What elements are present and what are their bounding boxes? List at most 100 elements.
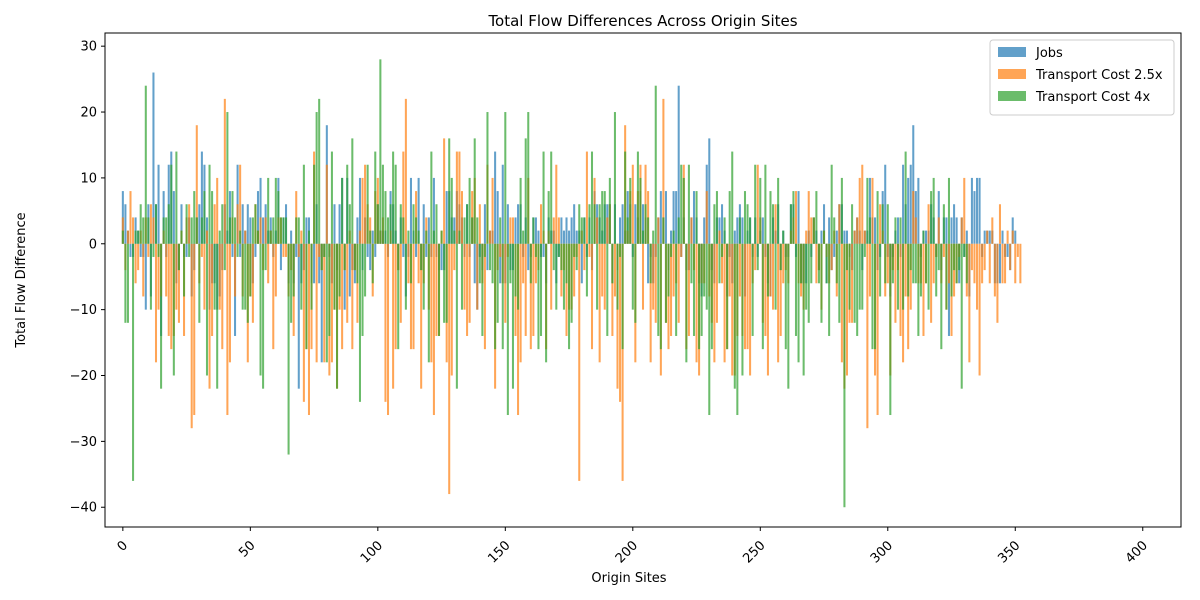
bar bbox=[190, 243, 193, 429]
bar bbox=[670, 243, 673, 336]
bar bbox=[412, 243, 415, 350]
bar bbox=[420, 243, 423, 271]
bar bbox=[453, 230, 456, 244]
bar bbox=[177, 243, 180, 271]
bar bbox=[879, 243, 882, 297]
bar bbox=[190, 217, 193, 244]
bar bbox=[746, 243, 749, 350]
bar bbox=[307, 243, 310, 416]
bar bbox=[828, 243, 831, 336]
bar bbox=[205, 230, 209, 244]
bar bbox=[445, 243, 448, 323]
bar bbox=[810, 243, 813, 284]
bar bbox=[721, 204, 724, 244]
bar bbox=[476, 217, 479, 244]
bar bbox=[743, 243, 747, 350]
bar bbox=[733, 243, 736, 389]
bar bbox=[825, 243, 828, 284]
bar bbox=[149, 204, 152, 244]
bar bbox=[922, 243, 925, 336]
bar bbox=[805, 230, 808, 244]
bar bbox=[1006, 243, 1009, 257]
bar bbox=[794, 191, 798, 244]
bar bbox=[402, 151, 405, 244]
bar bbox=[228, 191, 231, 244]
y-tick-label: 10 bbox=[80, 171, 97, 186]
bar bbox=[733, 230, 736, 244]
bar bbox=[297, 243, 300, 389]
chart-title: Total Flow Differences Across Origin Sit… bbox=[487, 12, 797, 30]
bar bbox=[170, 243, 173, 350]
bar bbox=[448, 243, 451, 495]
bar bbox=[501, 164, 504, 244]
bar bbox=[731, 151, 734, 244]
bar bbox=[680, 164, 683, 244]
bar bbox=[208, 243, 211, 389]
bar bbox=[211, 191, 214, 244]
x-axis-title: Origin Sites bbox=[591, 571, 666, 586]
bar bbox=[976, 177, 979, 244]
plot-frame bbox=[104, 32, 1182, 528]
bar bbox=[483, 243, 486, 350]
bar bbox=[649, 243, 652, 284]
bar bbox=[830, 164, 833, 244]
bar bbox=[570, 217, 573, 244]
bar bbox=[868, 217, 871, 244]
bar bbox=[218, 243, 221, 310]
bar bbox=[305, 217, 308, 244]
bar bbox=[823, 204, 826, 244]
bar bbox=[835, 243, 838, 284]
bar bbox=[494, 151, 497, 244]
bar bbox=[167, 204, 170, 244]
bar bbox=[902, 243, 905, 310]
bar bbox=[695, 191, 698, 244]
bar bbox=[468, 177, 471, 244]
bar bbox=[517, 243, 520, 416]
bar bbox=[807, 243, 810, 323]
bar bbox=[848, 243, 851, 310]
bar bbox=[677, 243, 680, 323]
bar bbox=[323, 243, 326, 363]
bar bbox=[364, 164, 367, 244]
bar bbox=[392, 151, 395, 244]
bar bbox=[387, 217, 390, 244]
bar bbox=[728, 243, 731, 297]
bar bbox=[652, 243, 655, 310]
legend-label: Transport Cost 2.5x bbox=[1035, 68, 1163, 83]
bar bbox=[177, 243, 180, 323]
bar bbox=[721, 243, 724, 284]
bar bbox=[228, 243, 231, 363]
bar bbox=[856, 243, 859, 336]
bar bbox=[320, 243, 323, 363]
bar bbox=[277, 191, 280, 244]
bar bbox=[945, 217, 948, 244]
bar bbox=[547, 191, 550, 244]
bar bbox=[399, 243, 402, 323]
bar bbox=[231, 243, 234, 257]
bar bbox=[807, 191, 810, 244]
bar bbox=[552, 217, 555, 244]
bar bbox=[925, 230, 928, 244]
bar bbox=[927, 243, 930, 310]
bar bbox=[450, 243, 453, 376]
bar bbox=[379, 59, 382, 244]
bar bbox=[259, 217, 262, 244]
bar bbox=[358, 230, 361, 244]
bar bbox=[152, 72, 155, 244]
bar bbox=[909, 164, 912, 244]
bar bbox=[154, 204, 158, 244]
bar bbox=[672, 230, 675, 244]
bar bbox=[175, 243, 178, 310]
bar bbox=[139, 204, 142, 244]
bar bbox=[955, 243, 958, 284]
bar bbox=[863, 243, 866, 257]
bar bbox=[863, 230, 866, 244]
y-tick-label: 20 bbox=[80, 106, 97, 121]
bar bbox=[907, 177, 910, 244]
bar bbox=[868, 177, 871, 244]
bar bbox=[866, 177, 869, 244]
bar bbox=[483, 243, 486, 257]
bar bbox=[188, 243, 191, 257]
bar bbox=[430, 243, 433, 363]
bar bbox=[244, 230, 247, 244]
